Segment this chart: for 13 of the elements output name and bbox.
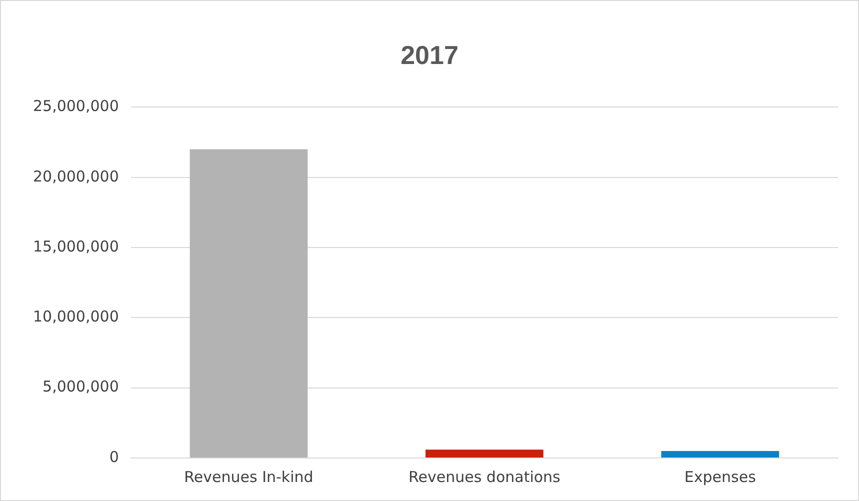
- bar: [661, 450, 780, 458]
- y-tick-label: 10,000,000: [32, 308, 119, 326]
- chart-title: 2017: [400, 40, 458, 70]
- y-tick-label: 5,000,000: [42, 378, 119, 396]
- x-tick-label: Revenues donations: [408, 468, 561, 486]
- x-tick-label: Revenues In-kind: [184, 468, 314, 486]
- y-tick-label: 20,000,000: [32, 167, 119, 186]
- bar: [426, 450, 544, 458]
- y-tick-label: 25,000,000: [32, 97, 119, 116]
- y-tick-label: 0: [109, 448, 119, 466]
- x-tick-label: Expenses: [684, 468, 756, 486]
- bar: [190, 149, 308, 458]
- y-tick-label: 15,000,000: [32, 237, 119, 256]
